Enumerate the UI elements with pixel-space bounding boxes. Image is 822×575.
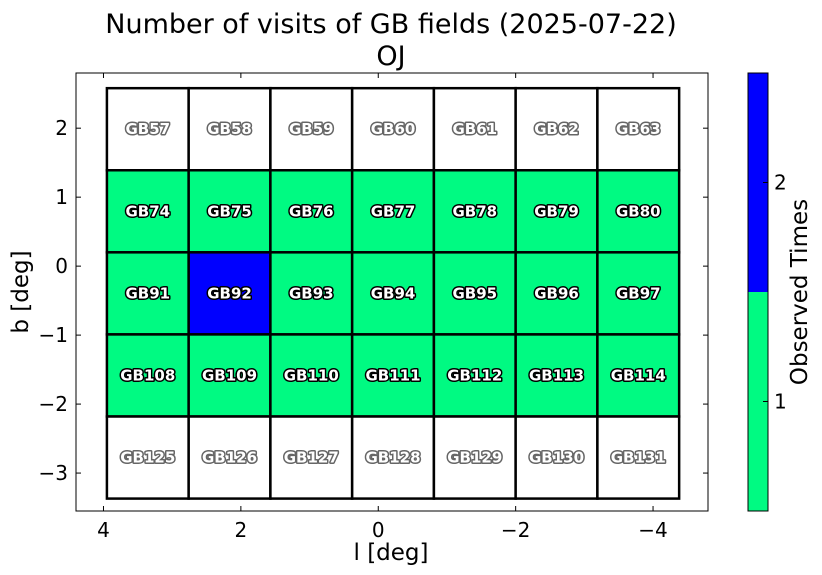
field-label: GB61 bbox=[452, 120, 497, 138]
field-label: GB129 bbox=[447, 449, 502, 467]
plot-area bbox=[75, 72, 709, 512]
field-label: GB113 bbox=[529, 366, 584, 384]
y-tick-label: −1 bbox=[39, 323, 68, 347]
field-label: GB60 bbox=[371, 120, 416, 138]
y-axis-label: b [deg] bbox=[8, 250, 34, 333]
y-axis: 2 1 0 −1 −2 −3 bbox=[39, 116, 708, 485]
field-cell-gb92 bbox=[187, 251, 272, 336]
field-cell-gb60 bbox=[350, 86, 436, 172]
field-label: GB74 bbox=[125, 202, 170, 220]
colorbar-tick-label: 1 bbox=[774, 390, 787, 414]
x-tick-label: −4 bbox=[638, 518, 667, 542]
x-axis: 4 2 0 −2 −4 bbox=[97, 73, 668, 542]
field-label: GB114 bbox=[611, 366, 666, 384]
field-label: GB111 bbox=[365, 366, 420, 384]
colorbar-frame bbox=[747, 72, 769, 512]
field-cell-gb78 bbox=[432, 169, 517, 254]
field-label: GB62 bbox=[534, 120, 579, 138]
field-label: GB95 bbox=[452, 284, 497, 302]
y-tick-label: 2 bbox=[55, 116, 68, 140]
y-tick-label: −2 bbox=[39, 392, 68, 416]
field-label: GB63 bbox=[616, 120, 661, 138]
field-cell-gb113 bbox=[514, 333, 599, 418]
field-label: GB96 bbox=[534, 284, 579, 302]
field-cell-gb128 bbox=[350, 415, 436, 500]
field-cell-gb63 bbox=[596, 86, 681, 172]
field-label: GB127 bbox=[284, 449, 339, 467]
x-tick-label: −2 bbox=[501, 518, 530, 542]
field-label: GB94 bbox=[371, 284, 416, 302]
field-label: GB128 bbox=[365, 449, 420, 467]
x-tick-label: 0 bbox=[372, 518, 385, 542]
field-cell-gb125 bbox=[105, 415, 190, 500]
chart-subtitle: OJ bbox=[376, 41, 405, 72]
field-cell-gb77 bbox=[350, 169, 436, 254]
field-label: GB78 bbox=[452, 202, 497, 220]
field-label: GB59 bbox=[289, 120, 334, 138]
field-label: GB110 bbox=[284, 366, 339, 384]
x-tick-label: 2 bbox=[235, 518, 248, 542]
field-label: GB92 bbox=[207, 284, 252, 302]
field-label: GB93 bbox=[289, 284, 334, 302]
field-label: GB112 bbox=[447, 366, 502, 384]
field-cell-gb93 bbox=[269, 251, 354, 336]
y-tick-label: 0 bbox=[55, 254, 68, 278]
x-tick-label: 4 bbox=[97, 518, 110, 542]
colorbar-label: Observed Times bbox=[787, 199, 813, 385]
field-cell-gb112 bbox=[432, 333, 517, 418]
colorbar: 12 bbox=[747, 72, 787, 512]
field-cell-gb96 bbox=[514, 251, 599, 336]
field-cell-gb108 bbox=[105, 333, 190, 418]
field-grid: GB57 GB58 GB59 GB60 GB61 GB62 GB63 GB74 GB75 GB76… bbox=[105, 86, 681, 500]
field-cell-gb62 bbox=[514, 86, 599, 172]
field-label: GB76 bbox=[289, 202, 334, 220]
field-cell-gb127 bbox=[269, 415, 354, 500]
colorbar-segment bbox=[748, 73, 768, 292]
field-label: GB75 bbox=[207, 202, 252, 220]
field-cell-gb80 bbox=[596, 169, 681, 254]
x-axis-label: l [deg] bbox=[354, 540, 429, 566]
field-label: GB125 bbox=[120, 449, 175, 467]
field-label: GB77 bbox=[371, 202, 416, 220]
field-label: GB79 bbox=[534, 202, 579, 220]
field-label: GB57 bbox=[125, 120, 170, 138]
field-cell-gb74 bbox=[105, 169, 190, 254]
field-label: GB80 bbox=[616, 202, 661, 220]
field-label: GB109 bbox=[202, 366, 257, 384]
field-label: GB97 bbox=[616, 284, 661, 302]
field-label: GB91 bbox=[125, 284, 170, 302]
field-label: GB126 bbox=[202, 449, 257, 467]
field-cell-gb131 bbox=[596, 415, 681, 500]
field-cell-gb91 bbox=[105, 251, 190, 336]
field-label: GB108 bbox=[120, 366, 175, 384]
colorbar-segment bbox=[748, 292, 768, 511]
field-cell-gb126 bbox=[187, 415, 272, 500]
field-label: GB131 bbox=[611, 449, 666, 467]
field-label: GB58 bbox=[207, 120, 252, 138]
y-tick-label: 1 bbox=[55, 185, 68, 209]
colorbar-tick-label: 2 bbox=[774, 171, 787, 195]
chart-title: Number of visits of GB fields (2025-07-2… bbox=[105, 9, 676, 40]
y-tick-label: −3 bbox=[39, 461, 68, 485]
field-cell-gb75 bbox=[187, 169, 272, 254]
field-cell-gb109 bbox=[187, 333, 272, 418]
field-label: GB130 bbox=[529, 449, 584, 467]
